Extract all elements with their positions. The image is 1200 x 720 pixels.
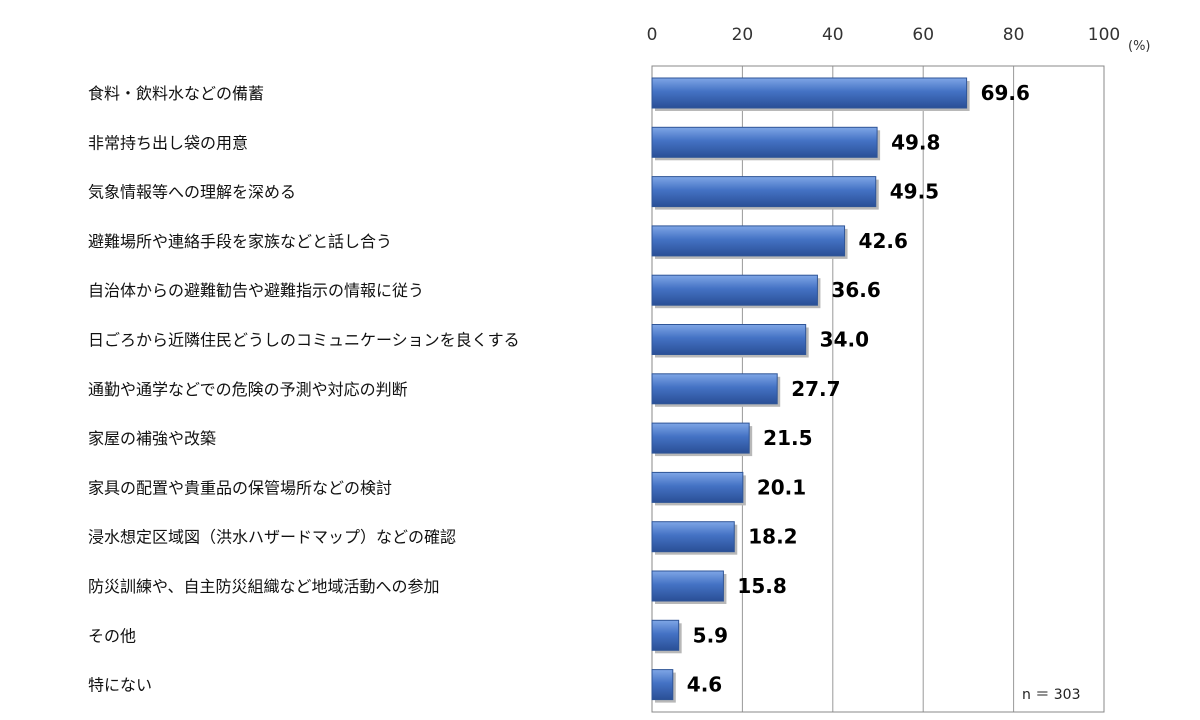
category-label: その他 — [88, 626, 136, 645]
bar — [651, 521, 735, 553]
bar — [651, 373, 778, 405]
bar-value-label: 5.9 — [693, 623, 728, 647]
category-label: 自治体からの避難勧告や避難指示の情報に従う — [88, 281, 424, 300]
x-tick-label: 20 — [732, 25, 754, 45]
x-tick-label: 40 — [822, 25, 844, 45]
bar-value-label: 21.5 — [763, 426, 812, 450]
x-unit-label: (%) — [1128, 39, 1151, 54]
category-label: 食料・飲料水などの備蓄 — [88, 84, 264, 103]
x-tick-label: 100 — [1088, 25, 1120, 45]
category-labels: 食料・飲料水などの備蓄非常持ち出し袋の用意気象情報等への理解を深める避難場所や連… — [88, 84, 520, 695]
bar-value-label: 42.6 — [859, 229, 908, 253]
bar-value-label: 49.8 — [891, 130, 940, 154]
bar — [651, 274, 818, 306]
bar — [651, 570, 724, 602]
bar — [651, 619, 680, 651]
bar-value-label: 15.8 — [737, 574, 786, 598]
category-label: 浸水想定区域図（洪水ハザードマップ）などの確認 — [88, 528, 456, 547]
bar — [651, 471, 744, 503]
bar-value-label: 27.7 — [791, 377, 840, 401]
bar — [651, 126, 878, 158]
bar-value-label: 34.0 — [820, 328, 869, 352]
bar — [651, 225, 846, 257]
category-label: 日ごろから近隣住民どうしのコミュニケーションを良くする — [88, 331, 520, 350]
category-label: 特にない — [88, 676, 152, 695]
grid-layer — [741, 66, 1015, 712]
bar-value-label: 49.5 — [890, 180, 939, 204]
category-label: 防災訓練や、自主防災組織など地域活動への参加 — [88, 577, 440, 596]
category-label: 非常持ち出し袋の用意 — [88, 133, 248, 152]
bar-value-label: 4.6 — [687, 673, 722, 697]
category-label: 家屋の補強や改築 — [88, 429, 216, 448]
x-tick-label: 80 — [1003, 25, 1025, 45]
bar — [651, 324, 807, 355]
sample-size-note: n ＝ 303 — [1022, 687, 1081, 703]
bar-value-label: 69.6 — [981, 81, 1030, 105]
bars: 69.6 49.8 49.5 42.6 36.6 34.0 27.7 21.5 20.1 18.2… — [651, 77, 1030, 703]
category-label: 避難場所や連絡手段を家族などと話し合う — [88, 232, 392, 251]
bar-value-label: 18.2 — [748, 525, 797, 549]
x-tick-label: 0 — [647, 25, 658, 45]
category-label: 家具の配置や貴重品の保管場所などの検討 — [88, 478, 392, 497]
bar-value-label: 36.6 — [831, 278, 880, 302]
category-label: 気象情報等への理解を深める — [88, 183, 296, 202]
bar — [651, 422, 750, 454]
category-label: 通勤や通学などでの危険の予測や対応の判断 — [88, 380, 408, 399]
x-axis-ticks: 0 20 40 60 80 100 — [647, 25, 1121, 45]
bar — [651, 176, 877, 208]
bar — [651, 77, 968, 109]
bar — [651, 669, 674, 701]
bar-value-label: 20.1 — [757, 475, 806, 499]
x-tick-label: 60 — [912, 25, 934, 45]
